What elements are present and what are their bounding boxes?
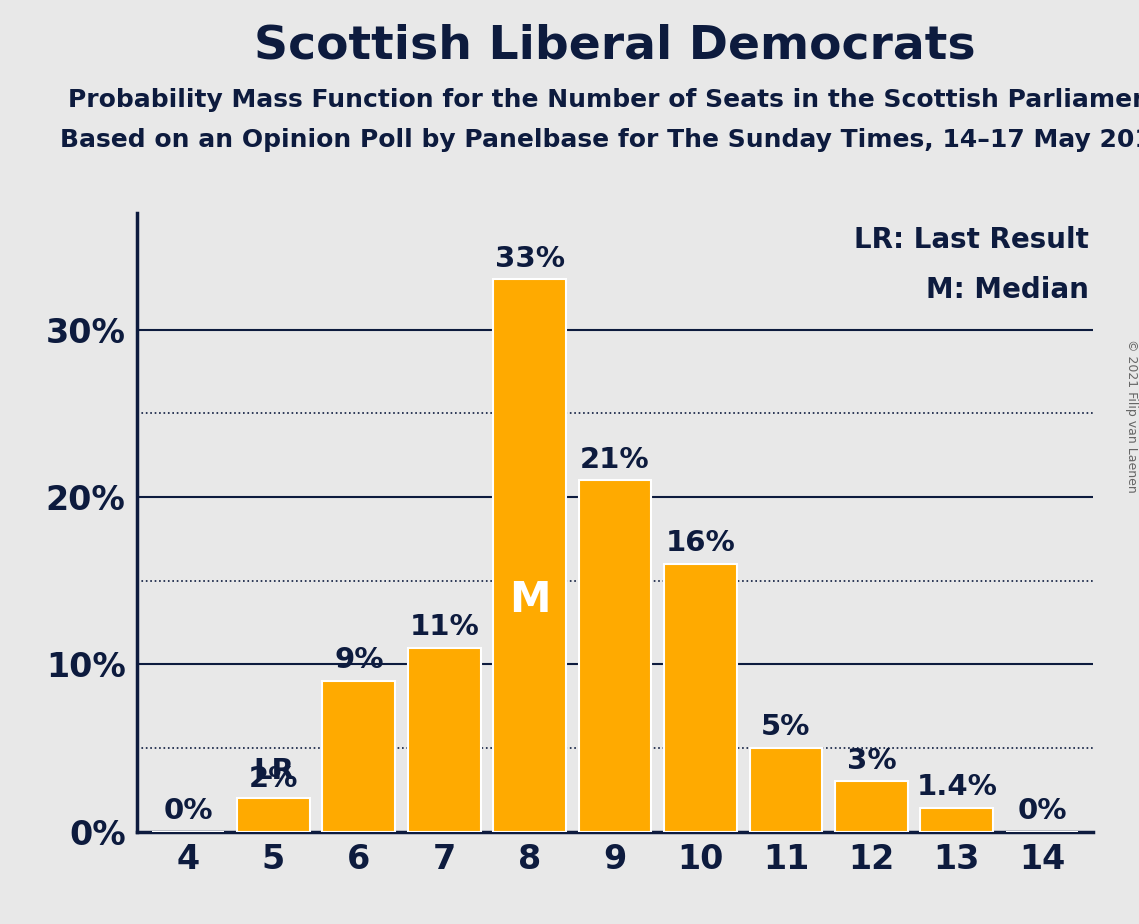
- Text: 5%: 5%: [761, 713, 811, 741]
- Text: 33%: 33%: [494, 245, 565, 273]
- Bar: [408, 648, 481, 832]
- Text: © 2021 Filip van Laenen: © 2021 Filip van Laenen: [1124, 339, 1138, 492]
- Text: 16%: 16%: [665, 529, 736, 557]
- Text: M: M: [509, 578, 550, 621]
- Text: 0%: 0%: [163, 796, 213, 825]
- Text: Scottish Liberal Democrats: Scottish Liberal Democrats: [254, 23, 976, 68]
- Bar: [322, 681, 395, 832]
- Bar: [237, 798, 310, 832]
- Text: 0%: 0%: [1017, 796, 1067, 825]
- Text: 3%: 3%: [846, 747, 896, 774]
- Text: Based on an Opinion Poll by Panelbase for The Sunday Times, 14–17 May 2019: Based on an Opinion Poll by Panelbase fo…: [60, 128, 1139, 152]
- Bar: [664, 564, 737, 832]
- Text: LR: Last Result: LR: Last Result: [854, 225, 1089, 254]
- Bar: [920, 808, 993, 832]
- Text: 11%: 11%: [409, 613, 480, 641]
- Text: 1.4%: 1.4%: [916, 773, 998, 801]
- Bar: [835, 782, 908, 832]
- Text: 9%: 9%: [334, 646, 384, 675]
- Bar: [749, 748, 822, 832]
- Bar: [493, 279, 566, 832]
- Text: 21%: 21%: [580, 445, 650, 473]
- Bar: [579, 480, 652, 832]
- Text: 2%: 2%: [248, 765, 298, 793]
- Text: M: Median: M: Median: [926, 276, 1089, 304]
- Text: LR: LR: [253, 757, 294, 784]
- Text: Probability Mass Function for the Number of Seats in the Scottish Parliament: Probability Mass Function for the Number…: [68, 88, 1139, 112]
